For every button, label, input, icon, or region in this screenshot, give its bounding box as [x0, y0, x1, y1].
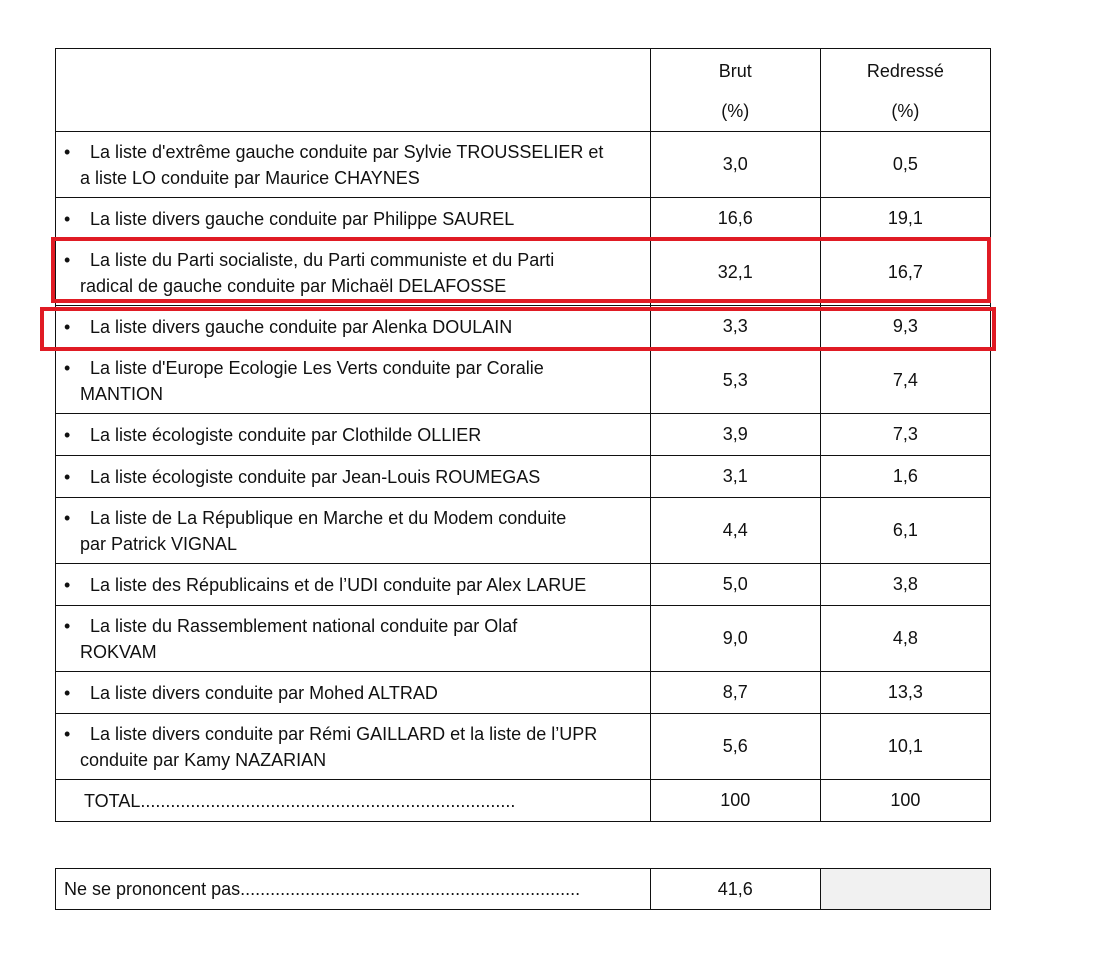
redresse-value: 9,3 — [819, 305, 992, 348]
poll-results-table: Brut (%) Redressé (%) • La liste d'extrêm… — [55, 48, 992, 822]
redresse-value: 19,1 — [819, 197, 992, 240]
brut-value: 3,0 — [649, 131, 821, 198]
table-row: • La liste d'Europe Ecologie Les Verts co… — [55, 347, 992, 414]
redresse-value: 16,7 — [819, 239, 992, 306]
redresse-value: 0,5 — [819, 131, 992, 198]
row-label: • La liste d'extrême gauche conduite par … — [55, 131, 651, 198]
total-redresse: 100 — [819, 779, 992, 822]
bullet-icon: • — [64, 208, 71, 229]
bullet-icon: • — [64, 357, 71, 378]
header-brut-label: Brut — [718, 60, 752, 81]
redresse-value: 10,1 — [819, 713, 992, 780]
redresse-value: 4,8 — [819, 605, 992, 672]
brut-value: 5,3 — [649, 347, 821, 414]
no-opinion-table: Ne se prononcent pas....................… — [55, 868, 992, 910]
row-label: • La liste divers conduite par Mohed ALTR… — [55, 671, 651, 714]
table-row: • La liste des Républicains et de l’UDI c… — [55, 563, 992, 606]
header-row: Brut (%) Redressé (%) — [55, 48, 992, 132]
table-row: • La liste divers gauche conduite par Phi… — [55, 197, 992, 240]
row-label: • La liste écologiste conduite par Clothi… — [55, 413, 651, 456]
table-row: • La liste écologiste conduite par Jean-L… — [55, 455, 992, 498]
no-opinion-redresse-empty — [819, 868, 992, 910]
table-row: • La liste du Rassemblement national cond… — [55, 605, 992, 672]
bullet-icon: • — [64, 316, 71, 337]
row-label: • La liste divers conduite par Rémi GAILL… — [55, 713, 651, 780]
total-label: TOTAL...................................… — [55, 779, 651, 822]
brut-value: 8,7 — [649, 671, 821, 714]
table-row: • La liste divers conduite par Rémi GAILL… — [55, 713, 992, 780]
redresse-value: 7,3 — [819, 413, 992, 456]
row-label: • La liste d'Europe Ecologie Les Verts co… — [55, 347, 651, 414]
total-brut: 100 — [649, 779, 821, 822]
row-label: • La liste de La République en Marche et … — [55, 497, 651, 564]
bullet-icon: • — [64, 615, 71, 636]
redresse-value: 6,1 — [819, 497, 992, 564]
header-brut: Brut (%) — [649, 48, 821, 132]
table-row: • La liste divers gauche conduite par Ale… — [55, 305, 992, 348]
row-label: • La liste divers gauche conduite par Ale… — [55, 305, 651, 348]
bullet-icon: • — [64, 723, 71, 744]
bullet-icon: • — [64, 249, 71, 270]
total-row: TOTAL...................................… — [55, 779, 992, 822]
row-label: • La liste du Rassemblement national cond… — [55, 605, 651, 672]
bullet-icon: • — [64, 682, 71, 703]
no-opinion-label: Ne se prononcent pas....................… — [55, 868, 651, 910]
no-opinion-brut: 41,6 — [649, 868, 821, 910]
brut-value: 32,1 — [649, 239, 821, 306]
bullet-icon: • — [64, 424, 71, 445]
table-row: • La liste écologiste conduite par Clothi… — [55, 413, 992, 456]
redresse-value: 13,3 — [819, 671, 992, 714]
bullet-icon: • — [64, 141, 71, 162]
brut-value: 3,1 — [649, 455, 821, 498]
brut-value: 3,9 — [649, 413, 821, 456]
header-redresse-label: Redressé — [866, 60, 944, 81]
table-row: • La liste du Parti socialiste, du Parti … — [55, 239, 992, 306]
table-row: • La liste d'extrême gauche conduite par … — [55, 131, 992, 198]
brut-value: 5,0 — [649, 563, 821, 606]
row-label: • La liste des Républicains et de l’UDI c… — [55, 563, 651, 606]
header-brut-unit: (%) — [721, 100, 750, 121]
redresse-value: 1,6 — [819, 455, 992, 498]
row-label: • La liste écologiste conduite par Jean-L… — [55, 455, 651, 498]
row-label: • La liste du Parti socialiste, du Parti … — [55, 239, 651, 306]
row-label: • La liste divers gauche conduite par Phi… — [55, 197, 651, 240]
bullet-icon: • — [64, 466, 71, 487]
header-empty-cell — [55, 48, 651, 132]
brut-value: 5,6 — [649, 713, 821, 780]
bullet-icon: • — [64, 574, 71, 595]
header-redresse: Redressé (%) — [819, 48, 992, 132]
header-redresse-unit: (%) — [891, 100, 920, 121]
bullet-icon: • — [64, 507, 71, 528]
table-row: • La liste divers conduite par Mohed ALTR… — [55, 671, 992, 714]
table-row: • La liste de La République en Marche et … — [55, 497, 992, 564]
redresse-value: 7,4 — [819, 347, 992, 414]
brut-value: 9,0 — [649, 605, 821, 672]
brut-value: 16,6 — [649, 197, 821, 240]
brut-value: 3,3 — [649, 305, 821, 348]
no-opinion-row: Ne se prononcent pas....................… — [55, 868, 992, 910]
redresse-value: 3,8 — [819, 563, 992, 606]
brut-value: 4,4 — [649, 497, 821, 564]
